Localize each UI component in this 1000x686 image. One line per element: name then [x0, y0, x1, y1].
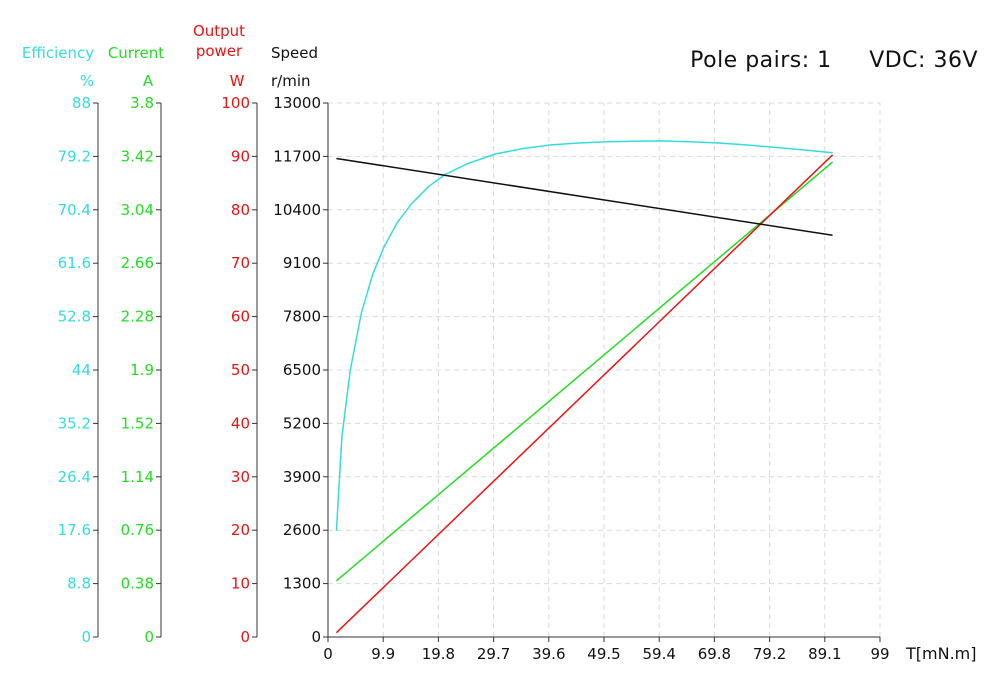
power-tick-label: 0 [240, 628, 250, 646]
power-tick-label: 100 [221, 94, 250, 112]
speed-series-line [336, 157, 833, 237]
speed-tick-label: 10400 [273, 201, 321, 219]
motor-info: Pole pairs: 1 VDC: 36V [660, 48, 978, 73]
x-tick-label: 79.2 [753, 645, 786, 663]
efficiency-tick-label: 61.6 [58, 254, 91, 272]
speed-tick-label: 1300 [283, 575, 321, 593]
efficiency-axis-unit: % [80, 72, 94, 90]
power-tick-label: 60 [231, 308, 250, 326]
power-tick-label: 40 [231, 414, 250, 432]
current-series-line [335, 161, 834, 582]
current-tick-label: 2.28 [121, 308, 154, 326]
speed-tick-label: 9100 [283, 254, 321, 272]
speed-tick-label: 11700 [273, 147, 321, 165]
efficiency-series-line [335, 140, 833, 531]
current-tick-label: 3.8 [130, 94, 154, 112]
efficiency-tick-label: 70.4 [58, 201, 91, 219]
speed-tick-label: 5200 [283, 414, 321, 432]
speed-axis-title: Speed [271, 44, 318, 62]
x-tick-label: 39.6 [532, 645, 565, 663]
efficiency-tick-label: 88 [72, 94, 91, 112]
efficiency-axis-title: Efficiency [22, 44, 94, 62]
power-tick-label: 20 [231, 521, 250, 539]
current-tick-label: 3.04 [121, 201, 154, 219]
speed-tick-label: 0 [311, 628, 321, 646]
power-tick-label: 50 [231, 361, 250, 379]
power-series-line [335, 154, 834, 634]
power-tick-label: 30 [231, 468, 250, 486]
efficiency-tick-label: 35.2 [58, 414, 91, 432]
power-axis-title: power [196, 42, 243, 60]
x-tick-label: 0 [323, 645, 333, 663]
current-tick-label: 1.14 [121, 468, 154, 486]
x-tick-label: 59.4 [642, 645, 675, 663]
x-tick-label: 9.9 [371, 645, 395, 663]
current-tick-label: 0.38 [121, 575, 154, 593]
power-axis-unit: W [230, 72, 245, 90]
x-tick-label: 19.8 [422, 645, 455, 663]
power-tick-label: 10 [231, 575, 250, 593]
x-tick-label: 49.5 [587, 645, 620, 663]
speed-tick-label: 6500 [283, 361, 321, 379]
current-tick-label: 3.42 [121, 147, 154, 165]
speed-tick-label: 7800 [283, 308, 321, 326]
pole-pairs-label: Pole pairs: 1 [690, 48, 832, 73]
efficiency-tick-label: 52.8 [58, 308, 91, 326]
speed-axis-unit: r/min [271, 72, 311, 90]
current-tick-label: 0.76 [121, 521, 154, 539]
current-tick-label: 0 [144, 628, 154, 646]
vdc-label: VDC: 36V [869, 48, 978, 73]
x-tick-label: 99 [870, 645, 889, 663]
x-axis-label: T[mN.m] [905, 644, 976, 663]
current-tick-label: 1.52 [121, 414, 154, 432]
speed-tick-label: 13000 [273, 94, 321, 112]
x-tick-label: 69.8 [698, 645, 731, 663]
current-tick-label: 2.66 [121, 254, 154, 272]
efficiency-tick-label: 44 [72, 361, 91, 379]
efficiency-tick-label: 26.4 [58, 468, 91, 486]
x-tick-label: 89.1 [808, 645, 841, 663]
efficiency-tick-label: 17.6 [58, 521, 91, 539]
power-tick-label: 70 [231, 254, 250, 272]
speed-tick-label: 2600 [283, 521, 321, 539]
current-axis-unit: A [143, 72, 154, 90]
current-tick-label: 1.9 [130, 361, 154, 379]
speed-tick-label: 3900 [283, 468, 321, 486]
efficiency-tick-label: 0 [81, 628, 91, 646]
power-tick-label: 90 [231, 147, 250, 165]
x-tick-label: 29.7 [477, 645, 510, 663]
efficiency-tick-label: 8.8 [67, 575, 91, 593]
power-axis-title: Output [193, 22, 245, 40]
current-axis-title: Current [108, 44, 164, 62]
efficiency-tick-label: 79.2 [58, 147, 91, 165]
power-tick-label: 80 [231, 201, 250, 219]
